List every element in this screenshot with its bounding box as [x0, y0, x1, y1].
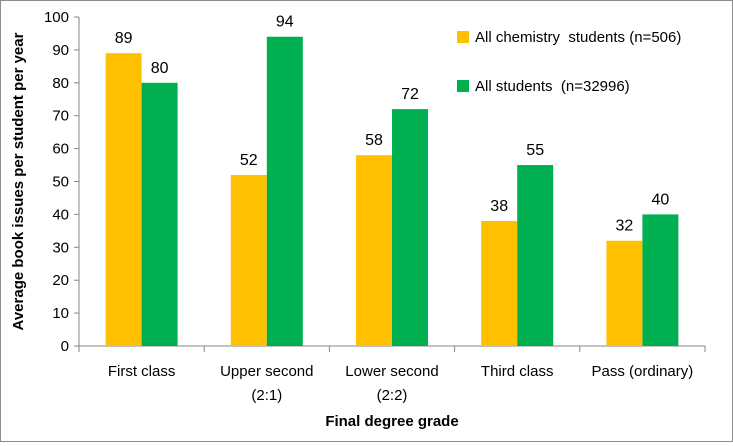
- x-axis: First class Upper second (2:1) Lower second…: [78, 345, 706, 404]
- x-tick-label: Pass (ordinary): [592, 363, 694, 380]
- y-tick-label: 80: [52, 75, 69, 92]
- data-label: 72: [401, 86, 419, 103]
- y-tick-label: 40: [52, 206, 69, 223]
- legend-swatch: [457, 31, 469, 43]
- legend-swatch: [457, 80, 469, 92]
- y-tick-label: 50: [52, 174, 69, 191]
- bar: [392, 109, 428, 347]
- legend-label: All chemistry students (n=506): [475, 29, 681, 46]
- y-tick-label: 20: [52, 272, 69, 289]
- legend: All chemistry students (n=506) All studen…: [457, 29, 681, 95]
- data-label: 55: [526, 142, 544, 159]
- data-label: 58: [365, 132, 383, 149]
- data-label: 89: [115, 30, 133, 47]
- data-label: 94: [276, 14, 294, 31]
- bar: [141, 82, 178, 347]
- data-label: 32: [616, 218, 634, 235]
- x-tick-label: Upper second: [220, 363, 313, 380]
- y-axis-title: Average book issues per student per year: [10, 32, 27, 330]
- x-tick-label: First class: [108, 363, 176, 380]
- data-label: 38: [490, 198, 508, 215]
- y-axis: 0 10 20 30 40 50 60 70 80 90 100: [44, 9, 80, 355]
- legend-label: All students (n=32996): [475, 78, 630, 95]
- bar: [481, 220, 518, 346]
- data-label: 40: [652, 191, 670, 208]
- y-tick-label: 10: [52, 305, 69, 322]
- bar: [356, 155, 392, 346]
- bar: [230, 174, 267, 346]
- x-tick-label: Third class: [481, 363, 554, 380]
- y-tick-label: 0: [61, 338, 69, 355]
- data-label: 80: [151, 60, 169, 77]
- bar: [105, 53, 142, 346]
- x-axis-title: Final degree grade: [325, 413, 458, 430]
- y-tick-label: 70: [52, 108, 69, 125]
- y-tick-label: 90: [52, 42, 69, 59]
- x-tick-label: (2:1): [251, 387, 282, 404]
- y-tick-label: 100: [44, 9, 69, 26]
- data-labels: 89 52 58 38 32 80 94 72 55 40: [115, 14, 670, 235]
- bars: [105, 36, 679, 347]
- x-tick-label: (2:2): [377, 387, 408, 404]
- bar: [606, 240, 643, 346]
- y-tick-label: 60: [52, 141, 69, 158]
- y-tick-label: 30: [52, 239, 69, 256]
- bar: [517, 165, 554, 346]
- data-label: 52: [240, 152, 258, 169]
- bar: [266, 36, 303, 347]
- bar: [642, 214, 679, 346]
- x-tick-label: Lower second: [345, 363, 438, 380]
